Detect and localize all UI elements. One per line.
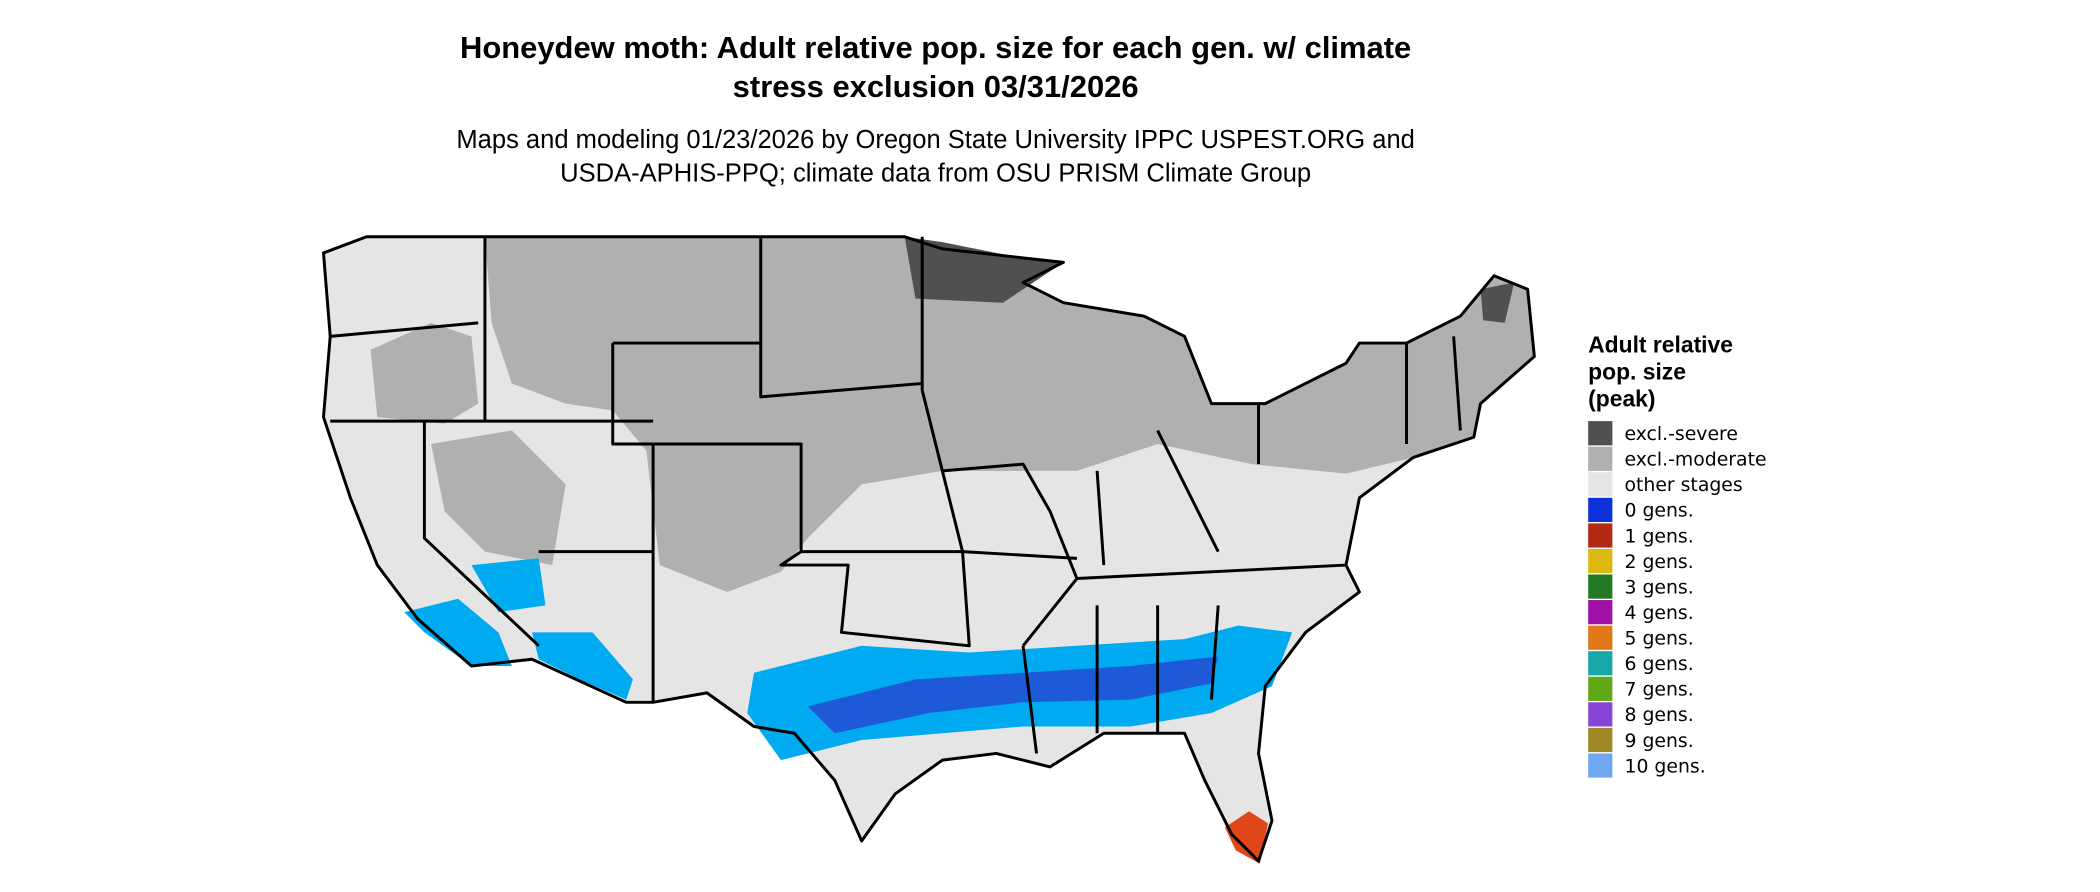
legend-swatch [1588,421,1613,446]
legend-label: 10 gens. [1624,756,1705,777]
subtitle-line: USDA-APHIS-PPQ; climate data from OSU PR… [560,160,1311,188]
gen-region [471,558,546,613]
moderate-region [431,430,566,566]
legend-swatch [1588,574,1613,599]
legend-swatch [1588,753,1613,778]
moderate-region [484,236,1535,592]
gen-region [532,632,633,700]
legend-swatch [1588,523,1613,548]
legend-label: 8 gens. [1624,705,1693,726]
legend-label: 3 gens. [1624,577,1693,598]
legend-label: 0 gens. [1624,501,1693,522]
gen-region [807,656,1219,734]
legend-label: 7 gens. [1624,680,1693,701]
legend-label: other stages [1624,475,1742,496]
legend-swatch [1588,548,1613,574]
legend-label: 4 gens. [1624,603,1693,624]
legend-label: 9 gens. [1624,731,1693,752]
gen-region [404,598,512,666]
legend-swatch [1588,651,1613,676]
legend-swatch [1588,472,1613,497]
legend-swatch [1588,702,1613,727]
severe-region [904,236,1064,303]
legend-swatch [1588,446,1613,471]
moderate-region [370,322,479,424]
legend-label: 2 gens. [1624,552,1693,573]
legend: excl.-severe excl.-moderate other stages 0 … [1588,421,1767,778]
title-line: stress exclusion 03/31/2026 [733,69,1139,104]
legend-swatch [1588,625,1613,650]
legend-label: excl.-moderate [1624,450,1766,471]
legend-title: (peak) [1588,385,1655,411]
legend-title: pop. size [1588,358,1686,384]
gen-region [1224,811,1268,864]
legend-label: 6 gens. [1624,654,1693,675]
legend-title: Adult relative [1588,331,1733,357]
severe-region [1480,282,1515,323]
subtitle-line: Maps and modeling 01/23/2026 by Oregon S… [456,126,1415,154]
legend-swatch [1588,727,1613,753]
us-map [322,235,1536,864]
legend-label: 1 gens. [1624,526,1693,547]
legend-label: 5 gens. [1624,629,1693,650]
title-line: Honeydew moth: Adult relative pop. size … [460,30,1411,65]
legend-swatch [1588,676,1613,701]
legend-swatch [1588,497,1613,523]
state-borders [322,235,1536,863]
legend-label: excl.-severe [1624,424,1737,445]
legend-swatch [1588,600,1613,625]
